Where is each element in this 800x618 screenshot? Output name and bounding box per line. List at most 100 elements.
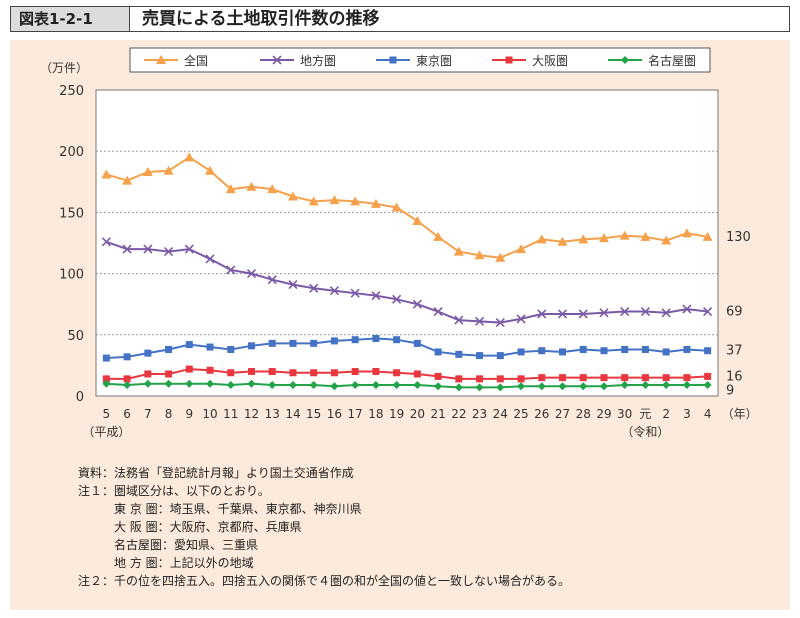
era-label: （令和） [621,424,669,439]
data-point [371,291,381,301]
data-point [164,247,174,257]
x-tick-label: 29 [596,407,611,421]
data-point [289,369,297,377]
marker-stroke [620,306,630,317]
series-end-label: 69 [726,305,743,320]
data-point [496,352,504,360]
data-point [641,345,649,353]
data-point [206,379,215,388]
chart-notes: 資料：法務省「登記統計月報」より国土交通省作成 注１：圏域区分は、以下のとおり。… [78,464,570,590]
data-point [205,254,215,264]
data-point [267,275,277,285]
y-tick-label: 100 [59,268,84,283]
data-point [122,244,132,254]
data-point [144,349,152,357]
x-tick-label: 13 [265,407,280,421]
marker-stroke [272,55,282,65]
data-point [453,246,464,256]
legend-marker [272,55,282,65]
x-tick-label: 30 [617,407,632,421]
data-point [393,336,401,344]
data-point [185,365,193,373]
data-point [248,368,255,376]
data-point [102,354,110,362]
x-tick-label: 元 [639,407,651,421]
x-tick-label: 28 [576,407,591,421]
data-point [641,374,649,382]
data-point [682,304,692,314]
data-point [412,299,422,309]
marker-stroke [288,280,298,290]
marker-stroke [557,309,568,319]
data-point [205,165,216,175]
data-point [164,379,173,388]
data-point [101,169,112,179]
data-point [165,370,173,378]
data-point [475,316,485,326]
data-point [703,306,713,317]
note-line: 名古屋圏：愛知県、三重県 [78,538,259,552]
data-point [165,345,173,353]
marker-stroke [495,317,505,328]
data-point [123,380,132,389]
legend-marker [505,56,513,64]
data-point [227,345,235,353]
x-tick-label: 17 [348,407,363,421]
data-point [434,382,443,391]
data-point [434,348,442,356]
data-point [537,309,547,319]
data-point [661,308,671,318]
data-point [599,308,609,318]
data-point [662,374,670,382]
x-tick-label: 16 [327,407,342,421]
data-point [579,382,588,391]
data-point [559,374,566,382]
data-point [454,315,464,325]
data-point [578,234,589,244]
data-point [475,383,484,392]
data-point [537,382,546,391]
x-tick-label: 8 [165,407,173,421]
marker-stroke [122,244,132,254]
data-point [621,374,629,382]
era-label: （平成） [82,425,130,439]
data-point [268,368,276,376]
data-point [412,215,423,225]
data-point [641,380,650,389]
data-point [226,265,236,275]
data-point [143,379,152,388]
legend-entry-label: 大阪圏 [532,54,568,68]
x-tick-label: 22 [451,407,466,421]
data-point [704,347,712,355]
marker-stroke [599,308,609,318]
marker-stroke [392,294,402,304]
x-tick-label: 3 [683,407,691,421]
marker-stroke [246,269,257,279]
data-point [225,184,236,194]
data-point [288,280,298,290]
data-point [683,345,691,353]
data-point [454,383,463,392]
data-point [350,196,361,206]
data-point [185,341,193,349]
figure-header: 図表1-2-1 売買による土地取引件数の推移 [10,6,790,32]
data-point [392,380,401,389]
data-point [184,244,194,254]
data-point [246,181,257,191]
marker-stroke [537,309,547,319]
data-point [330,382,339,391]
data-point [517,382,526,391]
data-point [620,380,629,389]
data-point [516,244,527,254]
data-point [329,286,339,296]
data-point [578,309,588,319]
legend-marker [389,56,397,64]
data-point [308,196,319,206]
data-point [163,165,174,175]
x-tick-label: 18 [368,407,383,421]
data-point [455,375,463,383]
data-point [455,350,463,358]
figure-title: 売買による土地取引件数の推移 [130,6,790,32]
data-point [517,375,525,383]
x-tick-label: 23 [472,407,487,421]
